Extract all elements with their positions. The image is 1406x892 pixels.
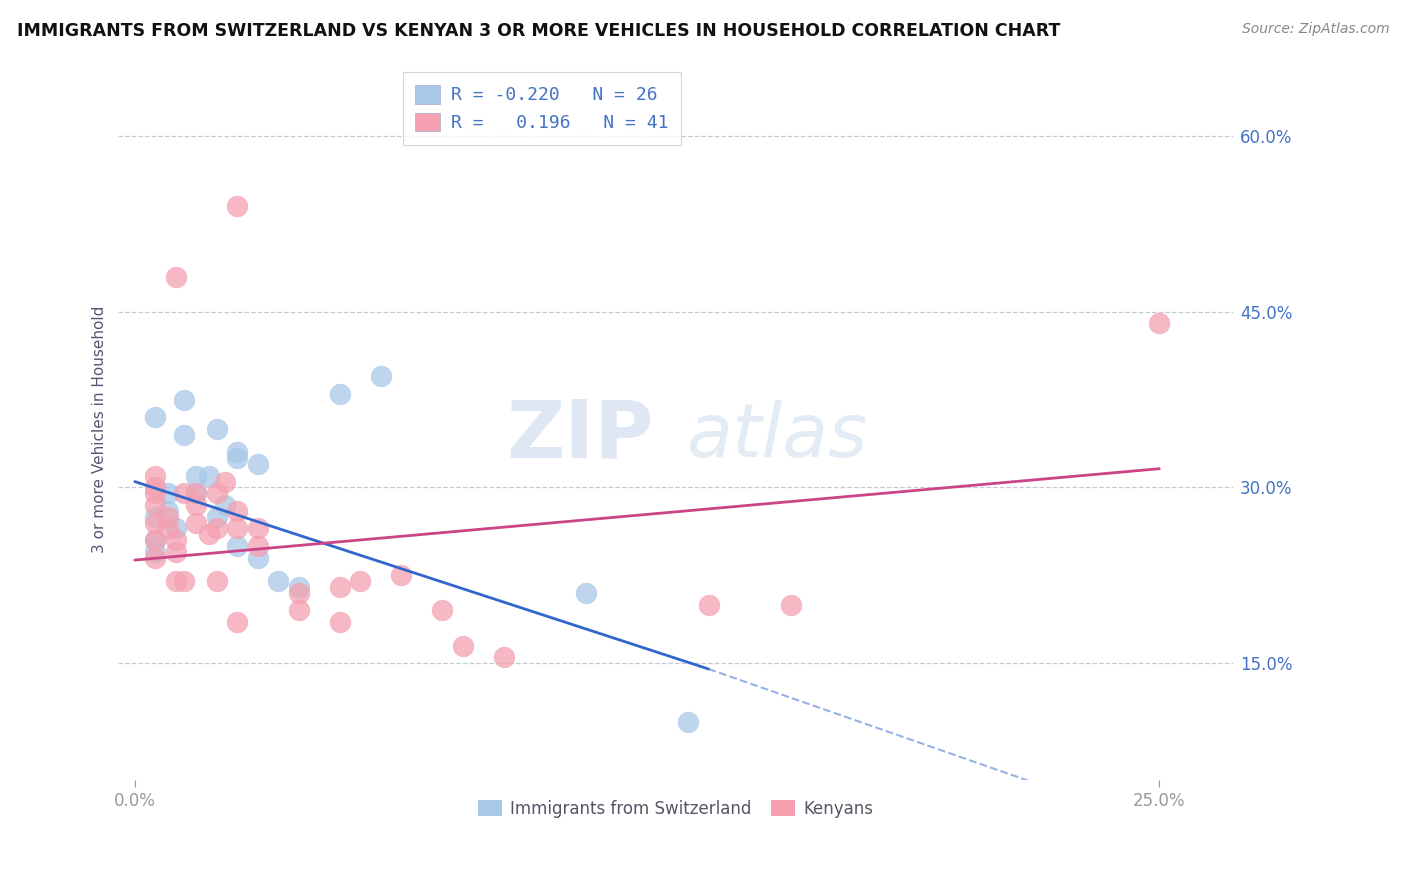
- Point: [156, 521, 179, 535]
- Point: [143, 533, 166, 548]
- Point: [575, 586, 598, 600]
- Point: [226, 615, 249, 629]
- Point: [226, 521, 249, 535]
- Point: [143, 468, 166, 483]
- Point: [226, 504, 249, 518]
- Point: [173, 427, 195, 442]
- Point: [165, 533, 187, 548]
- Text: Source: ZipAtlas.com: Source: ZipAtlas.com: [1241, 22, 1389, 37]
- Point: [156, 504, 179, 518]
- Point: [287, 580, 309, 594]
- Point: [226, 451, 249, 466]
- Point: [186, 498, 208, 512]
- Point: [492, 650, 515, 665]
- Point: [143, 550, 166, 565]
- Point: [186, 516, 208, 530]
- Point: [156, 486, 179, 500]
- Point: [246, 521, 269, 535]
- Point: [451, 639, 474, 653]
- Point: [173, 574, 195, 589]
- Text: ZIP: ZIP: [506, 397, 654, 475]
- Point: [197, 468, 219, 483]
- Point: [329, 580, 352, 594]
- Point: [143, 509, 166, 524]
- Point: [186, 486, 208, 500]
- Point: [329, 386, 352, 401]
- Point: [246, 457, 269, 471]
- Y-axis label: 3 or more Vehicles in Household: 3 or more Vehicles in Household: [93, 305, 107, 552]
- Point: [205, 574, 228, 589]
- Point: [370, 369, 392, 384]
- Point: [214, 475, 236, 489]
- Point: [349, 574, 371, 589]
- Point: [697, 598, 720, 612]
- Point: [165, 521, 187, 535]
- Point: [205, 422, 228, 436]
- Point: [779, 598, 801, 612]
- Point: [143, 410, 166, 425]
- Point: [173, 486, 195, 500]
- Point: [143, 498, 166, 512]
- Point: [287, 603, 309, 617]
- Point: [432, 603, 454, 617]
- Point: [226, 199, 249, 213]
- Point: [246, 550, 269, 565]
- Text: IMMIGRANTS FROM SWITZERLAND VS KENYAN 3 OR MORE VEHICLES IN HOUSEHOLD CORRELATIO: IMMIGRANTS FROM SWITZERLAND VS KENYAN 3 …: [17, 22, 1060, 40]
- Point: [143, 516, 166, 530]
- Point: [143, 480, 166, 494]
- Point: [1149, 317, 1171, 331]
- Point: [287, 586, 309, 600]
- Point: [186, 486, 208, 500]
- Point: [329, 615, 352, 629]
- Legend: Immigrants from Switzerland, Kenyans: Immigrants from Switzerland, Kenyans: [472, 793, 880, 825]
- Point: [156, 509, 179, 524]
- Point: [197, 527, 219, 541]
- Point: [205, 521, 228, 535]
- Point: [246, 539, 269, 553]
- Point: [186, 468, 208, 483]
- Point: [165, 574, 187, 589]
- Point: [165, 545, 187, 559]
- Point: [205, 486, 228, 500]
- Point: [205, 509, 228, 524]
- Point: [226, 445, 249, 459]
- Point: [165, 269, 187, 284]
- Point: [214, 498, 236, 512]
- Point: [173, 392, 195, 407]
- Point: [143, 486, 166, 500]
- Point: [267, 574, 290, 589]
- Point: [143, 533, 166, 548]
- Point: [389, 568, 412, 582]
- Point: [226, 539, 249, 553]
- Point: [676, 714, 699, 729]
- Point: [143, 545, 166, 559]
- Text: atlas: atlas: [688, 400, 869, 472]
